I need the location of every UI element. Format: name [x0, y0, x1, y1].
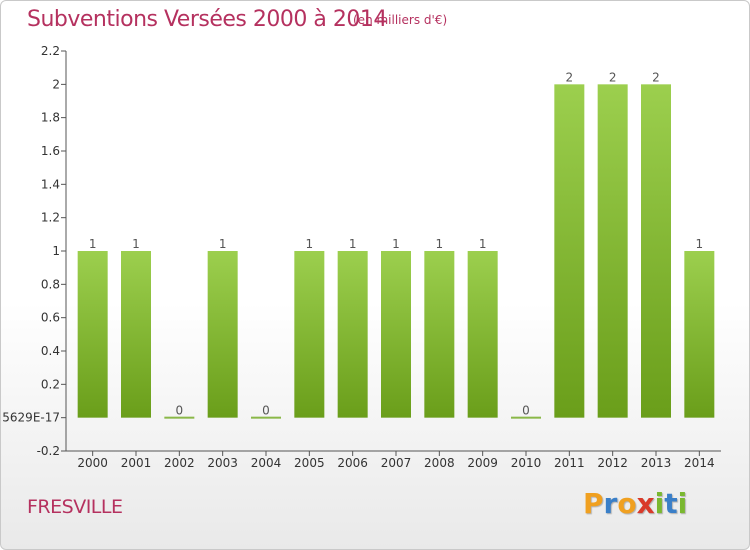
logo-letter: o: [617, 487, 637, 520]
bar-2007: [381, 251, 411, 418]
y-tick-label: 0.6: [41, 311, 60, 325]
logo-letter: P: [583, 487, 604, 520]
bar-2014: [684, 251, 715, 418]
y-tick-label: -0.2: [37, 444, 60, 458]
bar-2006: [337, 251, 368, 418]
x-tick-label: 2010: [511, 456, 542, 470]
x-tick-label: 2006: [337, 456, 368, 470]
data-label: 1: [306, 237, 314, 251]
bar-2009: [467, 251, 498, 418]
bar-2010: [511, 416, 541, 419]
data-label: 1: [219, 237, 227, 251]
x-tick-label: 2001: [121, 456, 152, 470]
proxiti-logo[interactable]: Proxiti: [583, 487, 687, 520]
data-label: 1: [132, 237, 140, 251]
data-label: 2: [566, 70, 574, 84]
logo-letter: i: [654, 487, 665, 520]
data-label: 0: [176, 404, 184, 418]
logo-letter: i: [677, 487, 688, 520]
y-tick-label: 0.4: [41, 344, 60, 358]
bar-2004: [251, 416, 281, 419]
x-tick-label: 2003: [207, 456, 238, 470]
bar-2002: [164, 416, 195, 419]
bar-2013: [641, 84, 671, 418]
data-label: 1: [392, 237, 400, 251]
x-tick-label: 2004: [251, 456, 282, 470]
data-label: 2: [652, 70, 660, 84]
logo-letter: r: [603, 487, 618, 520]
x-tick-label: 2014: [684, 456, 715, 470]
x-tick-label: 2012: [597, 456, 628, 470]
bar-2008: [424, 251, 455, 418]
data-label: 1: [349, 237, 357, 251]
data-label: 1: [696, 237, 704, 251]
data-label: 1: [436, 237, 444, 251]
bar-2011: [554, 84, 585, 418]
data-label: 2: [609, 70, 617, 84]
commune-name: FRESVILLE: [27, 496, 123, 518]
chart-subtitle: (en milliers d'€): [353, 13, 448, 27]
x-tick-label: 2000: [77, 456, 108, 470]
bar-2005: [294, 251, 325, 418]
x-tick-label: 2011: [554, 456, 585, 470]
x-tick-label: 2007: [381, 456, 412, 470]
x-tick-label: 2005: [294, 456, 325, 470]
y-tick-label: 1: [52, 244, 60, 258]
y-tick-label: 1.2: [41, 211, 60, 225]
data-label: 1: [89, 237, 97, 251]
y-tick-label: 0.8: [41, 277, 60, 291]
data-label: 0: [522, 404, 530, 418]
bar-2001: [121, 251, 151, 418]
y-tick-label: 1.4: [41, 177, 60, 191]
logo-letter: x: [636, 487, 655, 520]
y-tick-label: -1.5629E-17: [1, 411, 60, 425]
y-tick-label: 2: [52, 77, 60, 91]
y-tick-label: 1.8: [41, 111, 60, 125]
data-label: 1: [479, 237, 487, 251]
y-tick-label: 1.6: [41, 144, 60, 158]
y-tick-label: 0.2: [41, 377, 60, 391]
data-label: 0: [262, 404, 270, 418]
x-tick-label: 2009: [467, 456, 498, 470]
chart-title: Subventions Versées 2000 à 2014: [27, 7, 387, 32]
y-tick-label: 2.2: [41, 44, 60, 58]
bar-2012: [597, 84, 628, 418]
logo-letter: t: [664, 487, 678, 520]
x-tick-label: 2013: [641, 456, 672, 470]
x-tick-label: 2002: [164, 456, 195, 470]
bar-2000: [77, 251, 108, 418]
x-tick-label: 2008: [424, 456, 455, 470]
bar-2003: [207, 251, 238, 418]
